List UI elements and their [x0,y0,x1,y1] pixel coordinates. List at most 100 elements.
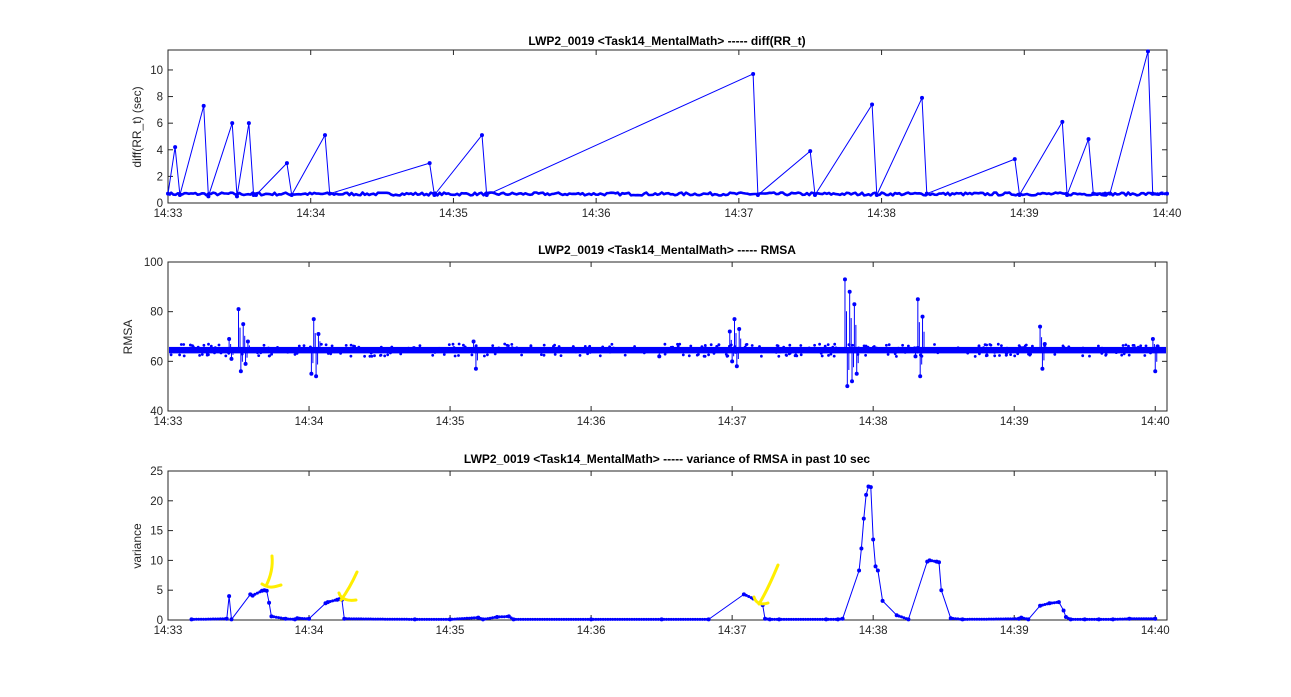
series-sample-point [1099,192,1102,196]
series-noise-point [324,343,328,347]
series-sample-point [545,617,549,621]
series-noise-point [457,342,461,346]
series-noise-point [744,343,748,347]
series-sample-point [405,617,409,621]
series-noise-point [482,350,486,353]
series-point [1150,336,1155,341]
series-sample-point [362,617,365,621]
series-noise-point [570,347,574,351]
series-noise-point [601,345,605,349]
series-noise-point [1149,351,1152,355]
x-tick-label: 14:36 [582,208,611,220]
series-noise-point [1144,344,1148,348]
series-sample-point [422,617,426,621]
series-point [859,546,864,551]
series-noise-point [1024,348,1028,352]
series-sample-point [782,617,786,621]
series-noise-point [470,350,474,354]
series-point [824,617,829,622]
series-noise-point [819,351,823,355]
series-sample-point [989,617,993,621]
series-noise-point [665,350,669,354]
series-point [924,191,929,196]
series-noise-point [302,344,306,347]
series-noise-point [205,352,209,355]
series-point [322,133,327,138]
series-noise-point [1071,347,1074,350]
series-noise-point [663,342,667,346]
series-sample-point [425,617,429,621]
series-noise-point [221,349,225,352]
series-noise-point [351,347,355,351]
series-noise-point [379,345,383,349]
series-sample-point [364,617,368,621]
series-point [842,277,847,282]
series-point [1038,324,1043,329]
series-noise-point [191,345,195,349]
series-sample-point [369,617,373,621]
series-noise-point [1023,344,1027,348]
series-noise-point [996,342,1000,346]
series-sample-point [1092,617,1096,621]
series-noise-point [370,349,374,353]
series-noise-point [182,343,186,346]
series-noise-point [1104,353,1108,356]
series-sample-point [538,617,542,621]
series-sample-point [388,617,392,621]
series-point [1091,191,1096,196]
series-sample-point [620,617,624,621]
series-noise-point [610,342,614,346]
series-noise-point [202,346,206,350]
series-point [960,617,965,622]
series-noise-point [675,347,679,350]
series-sample-point [747,595,751,598]
series-noise-point [784,353,788,357]
series-sample-point [625,617,629,621]
series-sample-point [470,616,474,620]
series-sample-point [1121,617,1124,621]
series-noise-point [367,347,371,351]
series-noise-point [321,348,325,352]
series-noise-point [259,351,263,355]
series-noise-point [1081,354,1085,358]
series-sample-point [519,617,523,621]
series-noise-point [983,349,987,353]
series-sample-point [502,615,506,619]
series-noise-point [431,353,435,357]
series-noise-point [213,351,216,355]
series-sample-point [562,617,566,621]
series-noise-point [574,350,578,354]
series-point [871,537,876,542]
x-tick-label: 14:36 [577,625,606,637]
series-point [854,371,859,376]
series-noise-point [1124,343,1128,347]
series-point [852,302,857,307]
series-sample-point [816,617,820,621]
series-sample-point [604,617,607,621]
series-noise-point [872,345,875,349]
series-point [763,616,768,621]
series-point [224,616,229,621]
series-noise-point [777,354,781,358]
subplot-diff-rr: LWP2_0019 <Task14_MentalMath> ----- diff… [130,34,1181,220]
series-noise-point [1139,344,1143,348]
series-point [870,102,875,107]
series-noise-point [679,347,682,351]
series-sample-point [616,617,619,621]
series-noise-point [633,345,636,348]
series-noise-point [857,346,860,350]
series-noise-point [583,345,587,348]
series-sample-point [465,616,469,620]
series-point [706,617,711,622]
series-noise-point [389,350,392,354]
series-noise-point [1127,344,1130,348]
series-sample-point [601,617,605,621]
series-point [1153,369,1158,374]
series-noise-point [829,352,833,356]
series-sample-point [1139,617,1143,621]
y-tick-label: 100 [144,257,163,269]
series-sample-point [359,617,363,621]
series-sample-point [1160,192,1164,196]
series-sample-point [488,616,492,620]
series-noise-point [552,345,555,348]
